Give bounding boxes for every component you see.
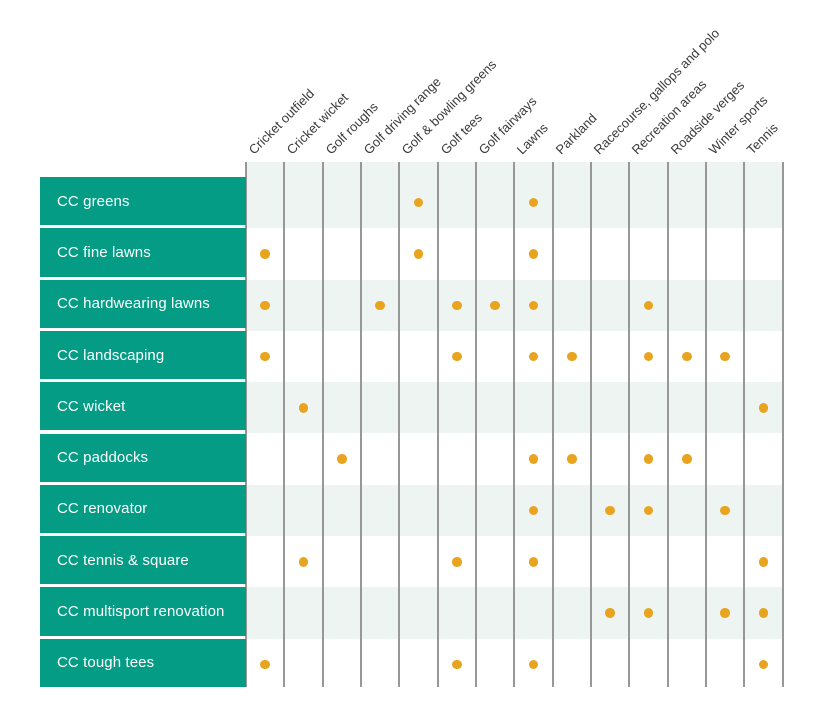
- grid-column-line: [398, 162, 401, 687]
- matrix-dot: [452, 351, 462, 362]
- matrix-dot: [260, 300, 270, 310]
- matrix-dot: [605, 608, 615, 618]
- row-label: CC fine lawns: [40, 228, 246, 277]
- matrix-dot: [643, 454, 654, 464]
- column-header: Parkland: [552, 110, 600, 158]
- matrix-dot: [375, 300, 385, 310]
- row-label: CC wicket: [40, 382, 246, 431]
- matrix-dot: [413, 249, 424, 259]
- matrix-dot: [758, 403, 769, 413]
- matrix-dot: [720, 351, 730, 362]
- matrix-dot: [528, 197, 539, 208]
- matrix-dot: [528, 505, 539, 516]
- matrix-dot: [758, 557, 769, 567]
- row-label: CC paddocks: [40, 433, 246, 482]
- matrix-dot: [682, 351, 692, 362]
- grid-column-line: [743, 162, 746, 687]
- matrix-dot: [605, 505, 615, 516]
- matrix-dot: [260, 659, 270, 670]
- matrix-dot: [720, 608, 730, 618]
- grid-column-line: [705, 162, 707, 687]
- matrix-dot: [643, 300, 654, 310]
- matrix-dot: [490, 300, 500, 310]
- matrix-dot: [720, 505, 730, 516]
- grid-column-line: [781, 162, 784, 687]
- matrix-dot: [337, 454, 347, 464]
- matrix-dot: [643, 505, 654, 516]
- row-label: CC tough tees: [40, 638, 246, 687]
- row-label: CC renovator: [40, 484, 246, 534]
- row-label: CC landscaping: [40, 330, 246, 380]
- matrix-dot: [567, 454, 577, 464]
- matrix-dot: [260, 249, 270, 259]
- matrix-dot: [567, 351, 577, 362]
- matrix-dot: [643, 608, 654, 618]
- matrix-dot: [298, 557, 309, 567]
- row-label: CC greens: [40, 177, 246, 226]
- grid-column-line: [590, 162, 592, 687]
- matrix-dot: [758, 608, 769, 618]
- row-label: CC hardwearing lawns: [40, 279, 246, 328]
- grid-column-line: [283, 162, 286, 687]
- matrix-dot: [452, 557, 462, 567]
- matrix-dot: [528, 557, 539, 567]
- matrix-dot: [413, 197, 424, 208]
- grid-column-line: [628, 162, 631, 687]
- matrix-dot: [758, 659, 769, 670]
- matrix-dot: [528, 249, 539, 259]
- grid-column-line: [551, 162, 554, 687]
- matrix-dot: [528, 351, 539, 362]
- matrix-dot: [528, 300, 539, 310]
- matrix-dot: [682, 454, 692, 464]
- matrix-dot: [452, 659, 462, 670]
- grid-column-line: [360, 162, 362, 687]
- matrix-dot: [528, 454, 539, 464]
- row-label: CC multisport renovation: [40, 587, 246, 636]
- matrix-dot: [452, 300, 462, 310]
- grid-column-line: [666, 162, 669, 687]
- row-label: CC tennis & square: [40, 536, 246, 585]
- matrix-dot: [528, 659, 539, 670]
- matrix-dot: [298, 403, 309, 413]
- grid-column-line: [436, 162, 439, 687]
- grid-column-line: [321, 162, 324, 687]
- matrix-dot: [260, 351, 270, 362]
- grid-column-line: [513, 162, 516, 687]
- grid-column-line: [475, 162, 477, 687]
- matrix-dot: [643, 351, 654, 362]
